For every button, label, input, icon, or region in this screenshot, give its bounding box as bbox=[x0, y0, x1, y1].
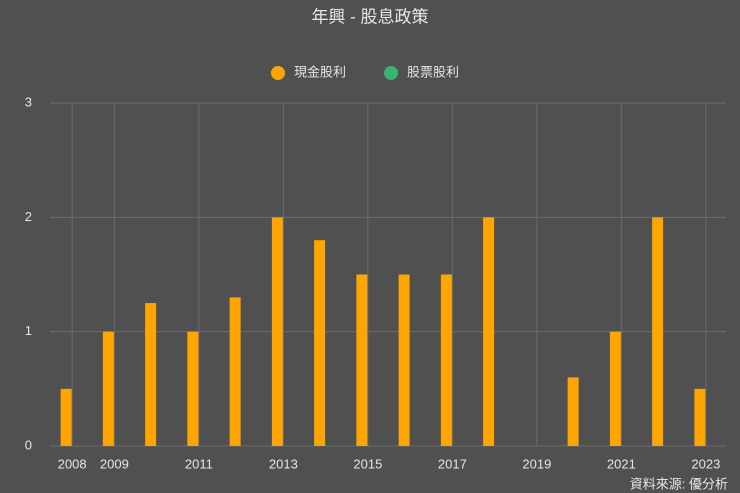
x-tick-label: 2008 bbox=[58, 456, 87, 471]
bar bbox=[229, 297, 241, 446]
bar bbox=[102, 331, 114, 446]
bar bbox=[567, 377, 579, 446]
bar bbox=[60, 388, 72, 446]
bar bbox=[145, 303, 157, 446]
bar bbox=[694, 388, 706, 446]
x-tick-label: 2023 bbox=[691, 456, 720, 471]
bar bbox=[187, 331, 199, 446]
source-note: 資料來源: 優分析 bbox=[630, 476, 728, 491]
x-tick-label: 2021 bbox=[607, 456, 636, 471]
x-tick-label: 2015 bbox=[353, 456, 382, 471]
bar bbox=[356, 274, 368, 446]
bar bbox=[314, 240, 326, 446]
y-tick-label: 3 bbox=[25, 94, 32, 109]
x-tick-label: 2017 bbox=[438, 456, 467, 471]
x-tick-label: 2013 bbox=[269, 456, 298, 471]
y-tick-label: 0 bbox=[25, 437, 32, 452]
legend-label: 股票股利 bbox=[407, 64, 459, 79]
bar bbox=[271, 217, 283, 446]
legend-marker bbox=[384, 66, 398, 80]
x-tick-label: 2019 bbox=[522, 456, 551, 471]
x-tick-label: 2011 bbox=[185, 456, 213, 471]
legend-marker bbox=[271, 66, 285, 80]
y-tick-label: 1 bbox=[25, 323, 32, 338]
bar bbox=[652, 217, 664, 446]
x-tick-label: 2009 bbox=[100, 456, 129, 471]
bar bbox=[440, 274, 452, 446]
y-tick-label: 2 bbox=[25, 209, 32, 224]
bar bbox=[398, 274, 410, 446]
bar bbox=[609, 331, 621, 446]
bar bbox=[483, 217, 495, 446]
legend-label: 現金股利 bbox=[294, 64, 346, 79]
chart-title: 年興 - 股息政策 bbox=[311, 7, 428, 26]
